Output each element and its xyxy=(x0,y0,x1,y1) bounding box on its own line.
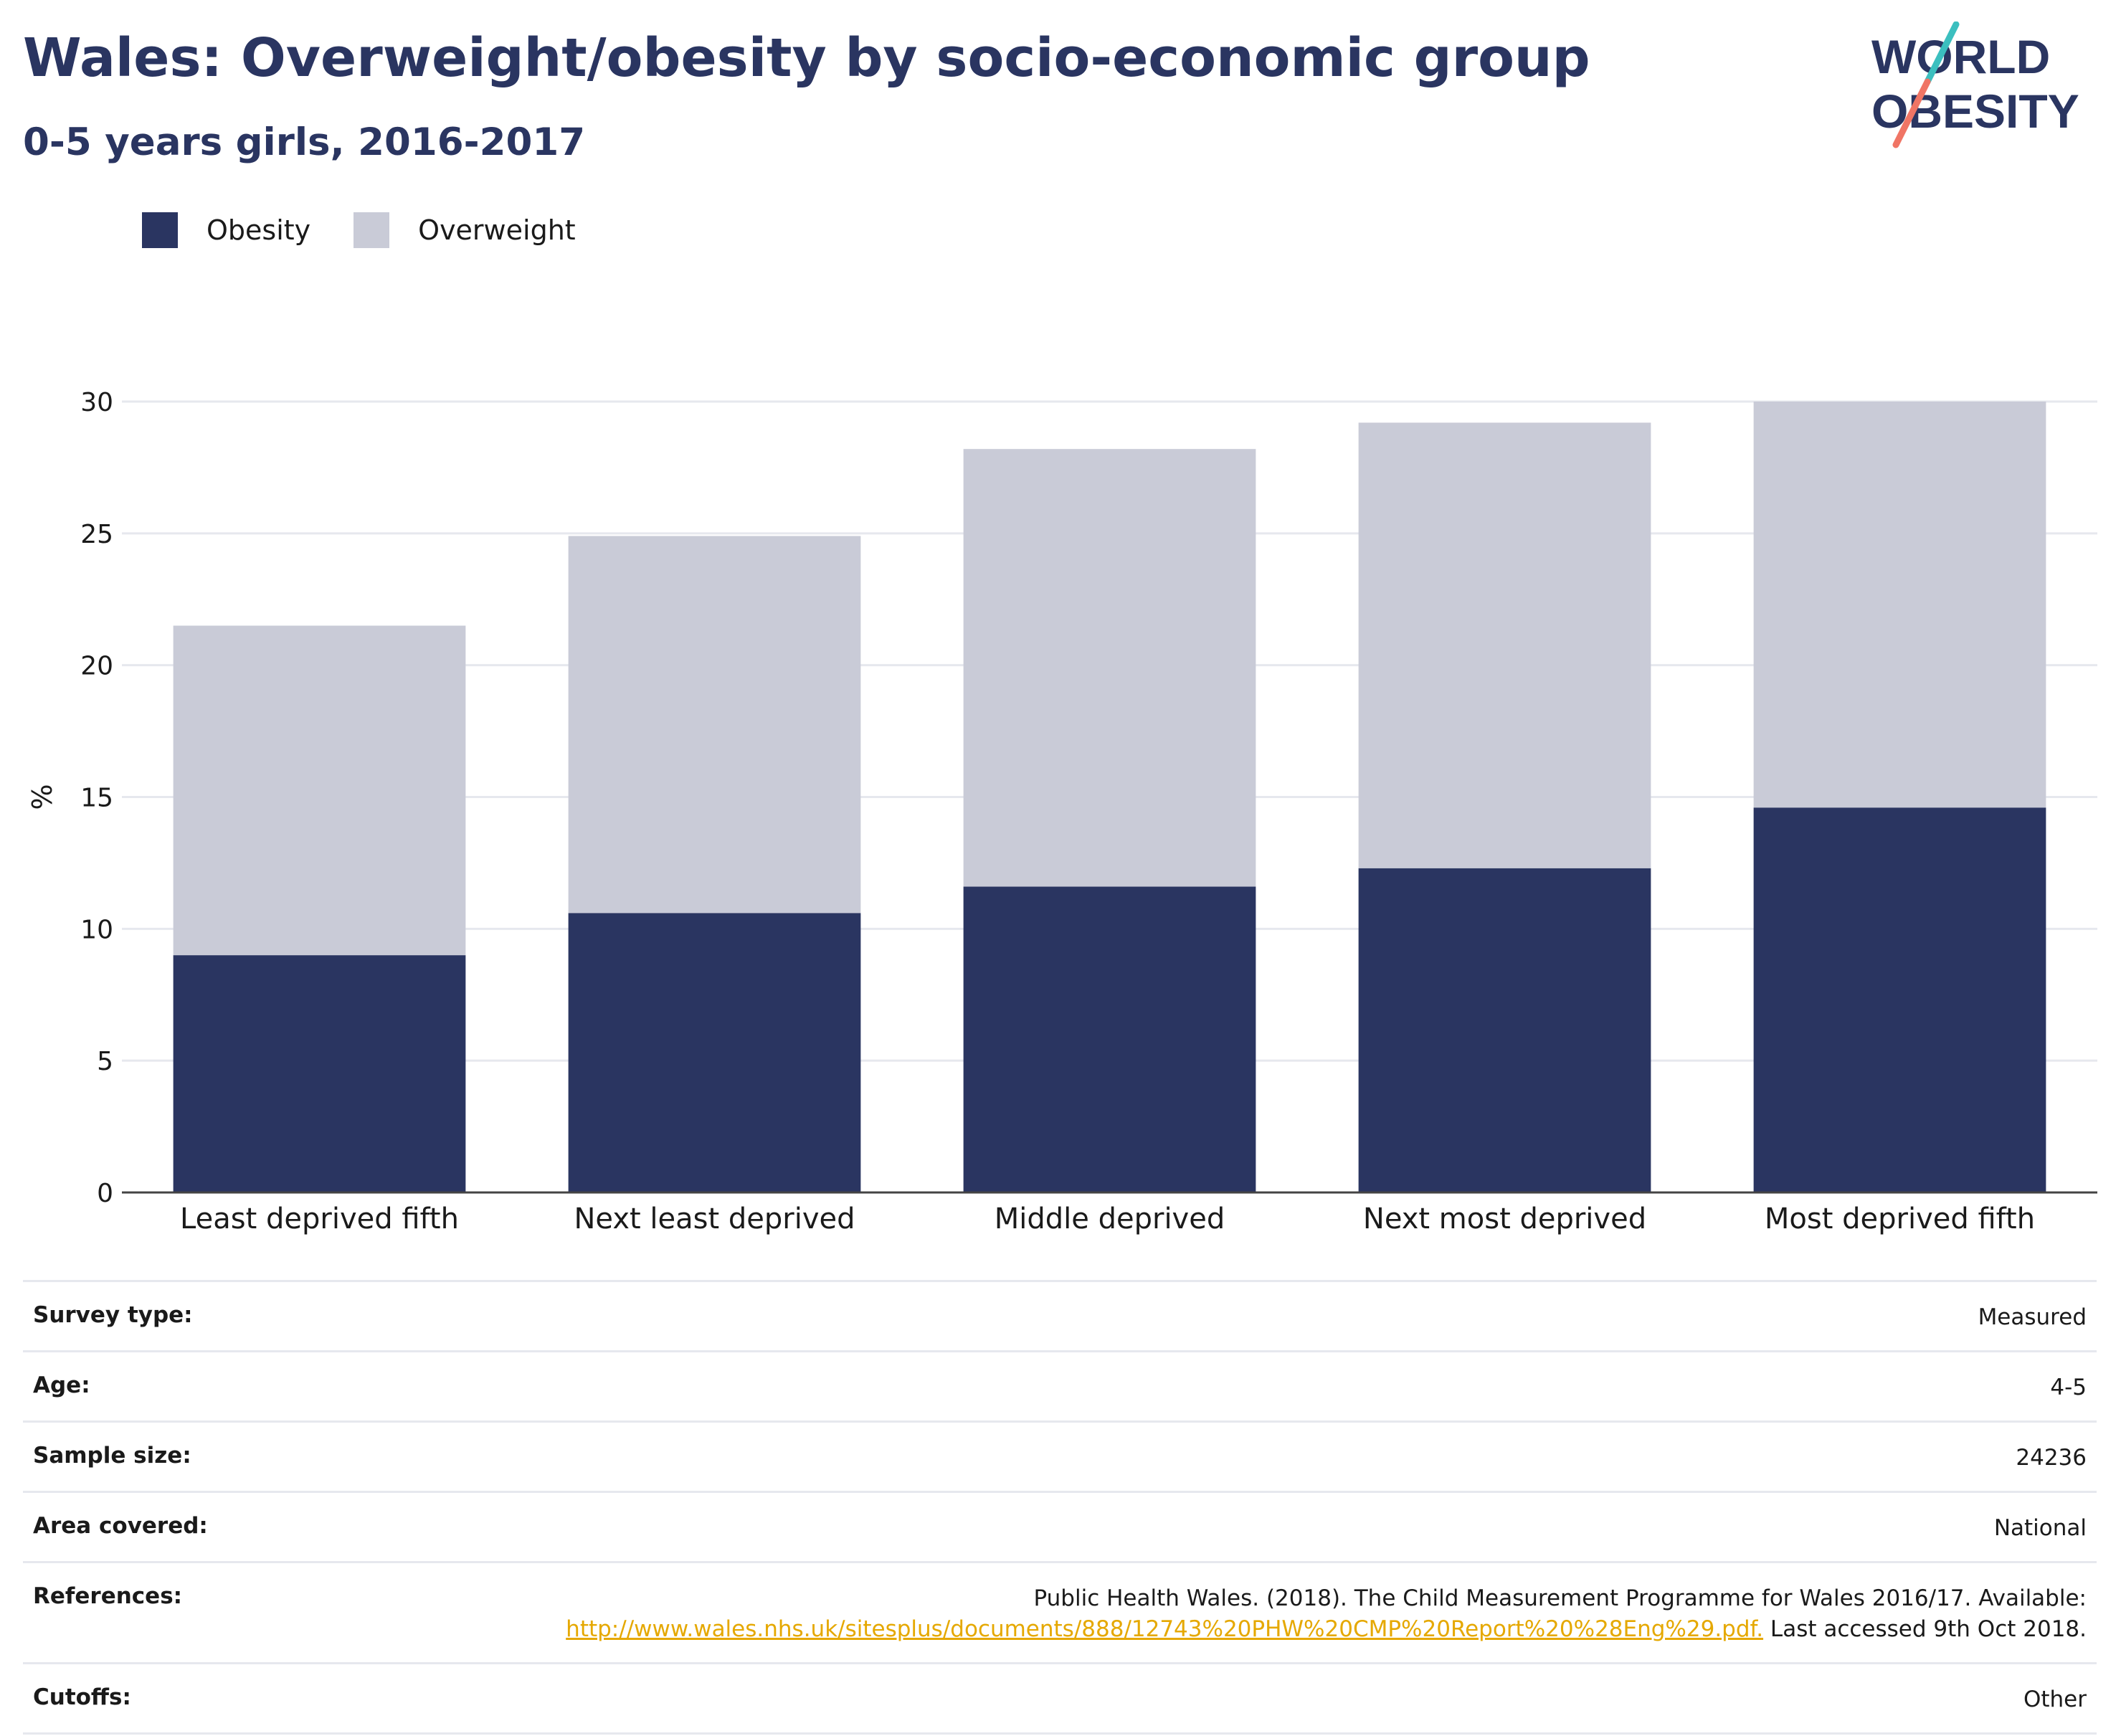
bar-obesity[interactable] xyxy=(568,913,861,1192)
bar-overweight[interactable] xyxy=(963,449,1256,887)
info-row-sample-size: Sample size: 24236 xyxy=(23,1423,2097,1493)
y-tick-label: 25 xyxy=(80,520,113,549)
logo-slash-bottom xyxy=(1892,78,1931,148)
info-value: Measured xyxy=(1978,1304,2087,1330)
y-tick-label: 5 xyxy=(97,1047,113,1076)
y-tick-label: 0 xyxy=(97,1179,113,1208)
legend-label-overweight: Overweight xyxy=(418,214,576,246)
bar-obesity[interactable] xyxy=(1753,807,2046,1192)
reference-accessed: Last accessed 9th Oct 2018. xyxy=(1770,1616,2087,1642)
references-text: Public Health Wales. (2018). The Child M… xyxy=(566,1583,2087,1645)
y-axis-label: % xyxy=(27,784,58,810)
info-row-survey-type: Survey type: Measured xyxy=(23,1282,2097,1352)
info-label: References: xyxy=(33,1583,183,1609)
info-label: Area covered: xyxy=(33,1513,208,1539)
info-value: 4-5 xyxy=(2050,1375,2087,1400)
x-tick-label: Next most deprived xyxy=(1363,1203,1646,1235)
world-obesity-logo: WORLD OBESITY xyxy=(1871,22,2079,148)
info-value: 24236 xyxy=(2016,1445,2087,1471)
info-label: Cutoffs: xyxy=(33,1684,131,1710)
y-tick-label: 10 xyxy=(80,915,113,944)
info-label: Survey type: xyxy=(33,1302,193,1328)
info-row-age: Age: 4-5 xyxy=(23,1352,2097,1423)
info-row-cutoffs: Cutoffs: Other xyxy=(23,1664,2097,1735)
info-row-references: References: Public Health Wales. (2018).… xyxy=(23,1563,2097,1664)
bar-overweight[interactable] xyxy=(1358,422,1651,868)
bar-overweight[interactable] xyxy=(568,536,861,914)
reference-link[interactable]: http://www.wales.nhs.uk/sitesplus/docume… xyxy=(566,1616,1764,1642)
logo-slash-top xyxy=(1924,22,1960,85)
stacked-bar-chart: 0 5 10 15 20 25 30% Least deprived fifth Next le… xyxy=(27,388,2097,1235)
legend-item-obesity[interactable]: Obesity xyxy=(142,212,310,248)
chart-title: Wales: Overweight/obesity by socio-econo… xyxy=(23,27,1590,89)
info-row-area-covered: Area covered: National xyxy=(23,1493,2097,1563)
info-value: National xyxy=(1993,1515,2087,1541)
chart-subtitle: 0-5 years girls, 2016-2017 xyxy=(23,120,586,164)
legend-label-obesity: Obesity xyxy=(207,214,311,246)
logo-text-world: WORLD xyxy=(1871,30,2050,83)
info-label: Sample size: xyxy=(33,1443,191,1469)
y-tick-label: 15 xyxy=(80,784,113,813)
legend-swatch-overweight xyxy=(354,212,390,248)
y-tick-label: 30 xyxy=(80,388,113,417)
info-label: Age: xyxy=(33,1372,90,1398)
legend-swatch-obesity xyxy=(142,212,178,248)
x-tick-label: Least deprived fifth xyxy=(180,1203,459,1235)
bar-overweight[interactable] xyxy=(1753,402,2046,808)
reference-citation: Public Health Wales. (2018). The Child M… xyxy=(1033,1585,2087,1611)
info-value: Other xyxy=(2023,1687,2087,1712)
info-table: Survey type: Measured Age: 4-5 Sample si… xyxy=(23,1280,2097,1735)
bar-obesity[interactable] xyxy=(963,886,1256,1192)
bar-obesity[interactable] xyxy=(173,955,466,1192)
bar-obesity[interactable] xyxy=(1358,868,1651,1192)
y-tick-label: 20 xyxy=(80,652,113,681)
chart-legend: Obesity Overweight xyxy=(142,212,619,248)
bar-overweight[interactable] xyxy=(173,625,466,956)
x-tick-label: Most deprived fifth xyxy=(1765,1203,2035,1235)
legend-item-overweight[interactable]: Overweight xyxy=(354,212,576,248)
x-tick-label: Middle deprived xyxy=(995,1203,1225,1235)
x-tick-label: Next least deprived xyxy=(574,1203,855,1235)
